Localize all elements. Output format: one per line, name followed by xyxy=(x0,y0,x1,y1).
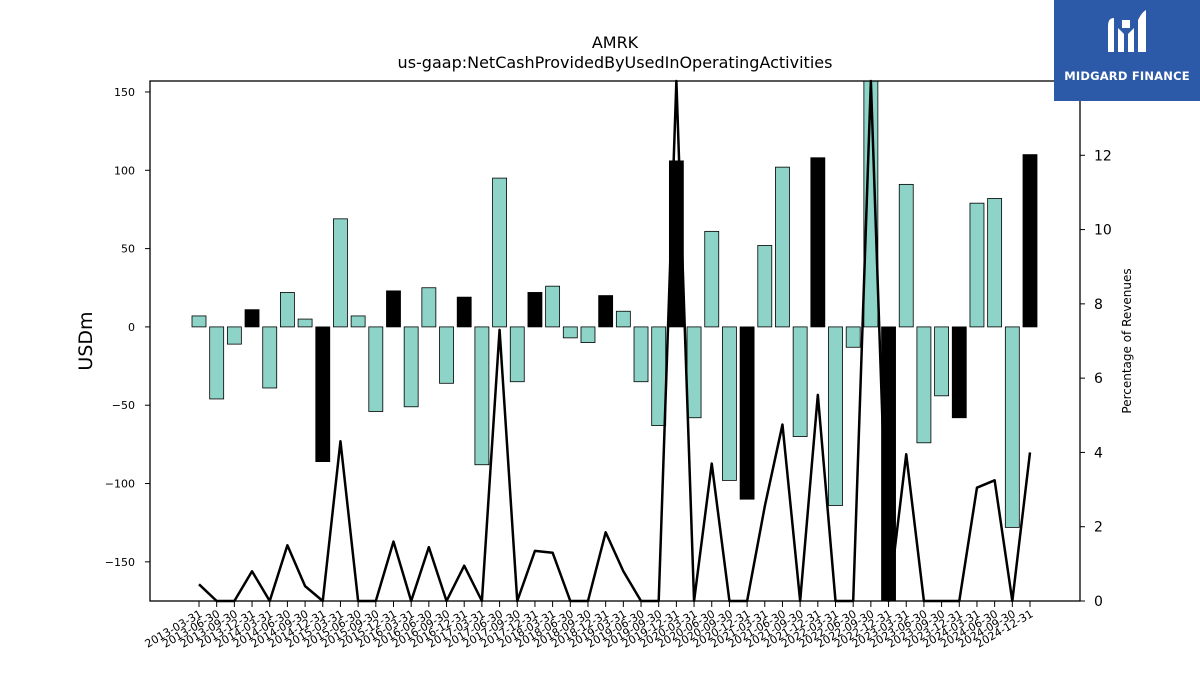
bar-2017-06-30 xyxy=(492,177,507,328)
y-tick-label: 0 xyxy=(128,321,135,334)
bar-2014-06-30 xyxy=(280,292,295,328)
y-tick-label: −50 xyxy=(112,399,135,412)
bar-2013-09-30 xyxy=(226,326,242,345)
bar-2022-06-30 xyxy=(845,326,861,348)
bar-2020-12-31 xyxy=(739,326,755,500)
bar-2014-03-31 xyxy=(262,326,278,389)
bar-2018-12-31 xyxy=(598,295,614,328)
logo-text: MIDGARD FINANCE xyxy=(1064,69,1190,83)
bar-2016-03-31 xyxy=(403,326,419,408)
bar-2021-03-31 xyxy=(757,245,773,328)
bar-2024-03-31 xyxy=(969,202,985,328)
bar-2016-12-31 xyxy=(456,296,472,328)
bar-2023-03-31 xyxy=(898,183,914,328)
bar-2024-06-30 xyxy=(987,198,1003,328)
y-tick-label: −100 xyxy=(105,478,135,491)
bar-2023-12-31 xyxy=(951,326,967,419)
bar-2013-12-31 xyxy=(244,309,260,328)
midgard-finance-logo: MIDGARD FINANCE xyxy=(1054,0,1200,101)
bar-2015-09-30 xyxy=(368,326,384,412)
bar-2021-09-30 xyxy=(792,326,808,437)
left-y-axis: −150 −100 −50 0 50 100 150 xyxy=(105,86,150,569)
bar-2013-06-30 xyxy=(209,326,225,400)
bar-2017-12-31 xyxy=(527,292,543,328)
bar-2015-06-30 xyxy=(350,315,366,328)
bar-2015-03-31 xyxy=(333,218,348,328)
bar-group xyxy=(191,80,1038,602)
bar-2016-06-30 xyxy=(421,287,437,328)
right-y-tick-label: 2 xyxy=(1094,520,1103,536)
bar-2020-06-30 xyxy=(704,230,720,328)
bar-2015-12-31 xyxy=(386,290,401,328)
bar-2021-12-31 xyxy=(810,157,826,328)
bar-2020-09-30 xyxy=(722,326,737,481)
bar-2019-03-31 xyxy=(615,310,631,328)
bar-2017-09-30 xyxy=(509,326,525,383)
bar-2024-12-31 xyxy=(1022,154,1038,328)
bar-2018-06-30 xyxy=(562,326,578,339)
percentage-line-layer xyxy=(198,79,1032,603)
bar-2021-06-30 xyxy=(775,166,790,328)
bar-2013-03-31 xyxy=(191,315,207,328)
bar-2023-06-30 xyxy=(916,326,932,444)
x-axis: 2013-03-312013-06-302013-09-302013-12-31… xyxy=(143,601,1036,651)
right-y-tick-label: 12 xyxy=(1094,148,1112,164)
right-y-axis: 0 2 4 6 8 10 12 xyxy=(1080,148,1112,610)
chart-title: AMRK xyxy=(592,33,639,52)
right-y-tick-label: 8 xyxy=(1094,297,1103,313)
bar-2014-12-31 xyxy=(315,326,331,463)
y-tick-label: 50 xyxy=(121,243,135,256)
right-y-axis-label: Percentage of Revenues xyxy=(1120,268,1134,413)
chart-subtitle: us-gaap:NetCashProvidedByUsedInOperating… xyxy=(398,53,833,72)
bar-2018-03-31 xyxy=(545,285,561,328)
y-tick-label: 100 xyxy=(114,164,135,177)
bar-2016-09-30 xyxy=(439,326,454,384)
bar-2024-09-30 xyxy=(1004,326,1020,528)
bar-2023-09-30 xyxy=(934,326,949,397)
y-axis-label: USDm xyxy=(75,311,97,370)
logo-mark-icon xyxy=(1108,10,1146,52)
right-y-tick-label: 6 xyxy=(1094,371,1103,387)
percentage-of-revenues-line xyxy=(198,79,1032,603)
bar-2019-06-30 xyxy=(633,326,649,383)
bar-2022-03-31 xyxy=(828,326,843,506)
bar-2020-03-31 xyxy=(686,326,702,419)
right-y-tick-label: 4 xyxy=(1094,445,1103,461)
bar-2014-09-30 xyxy=(297,318,313,328)
bar-2019-09-30 xyxy=(651,326,667,426)
right-y-tick-label: 0 xyxy=(1094,594,1103,610)
plot-frame xyxy=(149,80,1081,602)
bar-2017-03-31 xyxy=(474,326,490,466)
right-y-tick-label: 10 xyxy=(1094,223,1112,239)
bar-2018-09-30 xyxy=(580,326,596,343)
y-tick-label: −150 xyxy=(105,556,135,569)
y-tick-label: 150 xyxy=(114,86,135,99)
